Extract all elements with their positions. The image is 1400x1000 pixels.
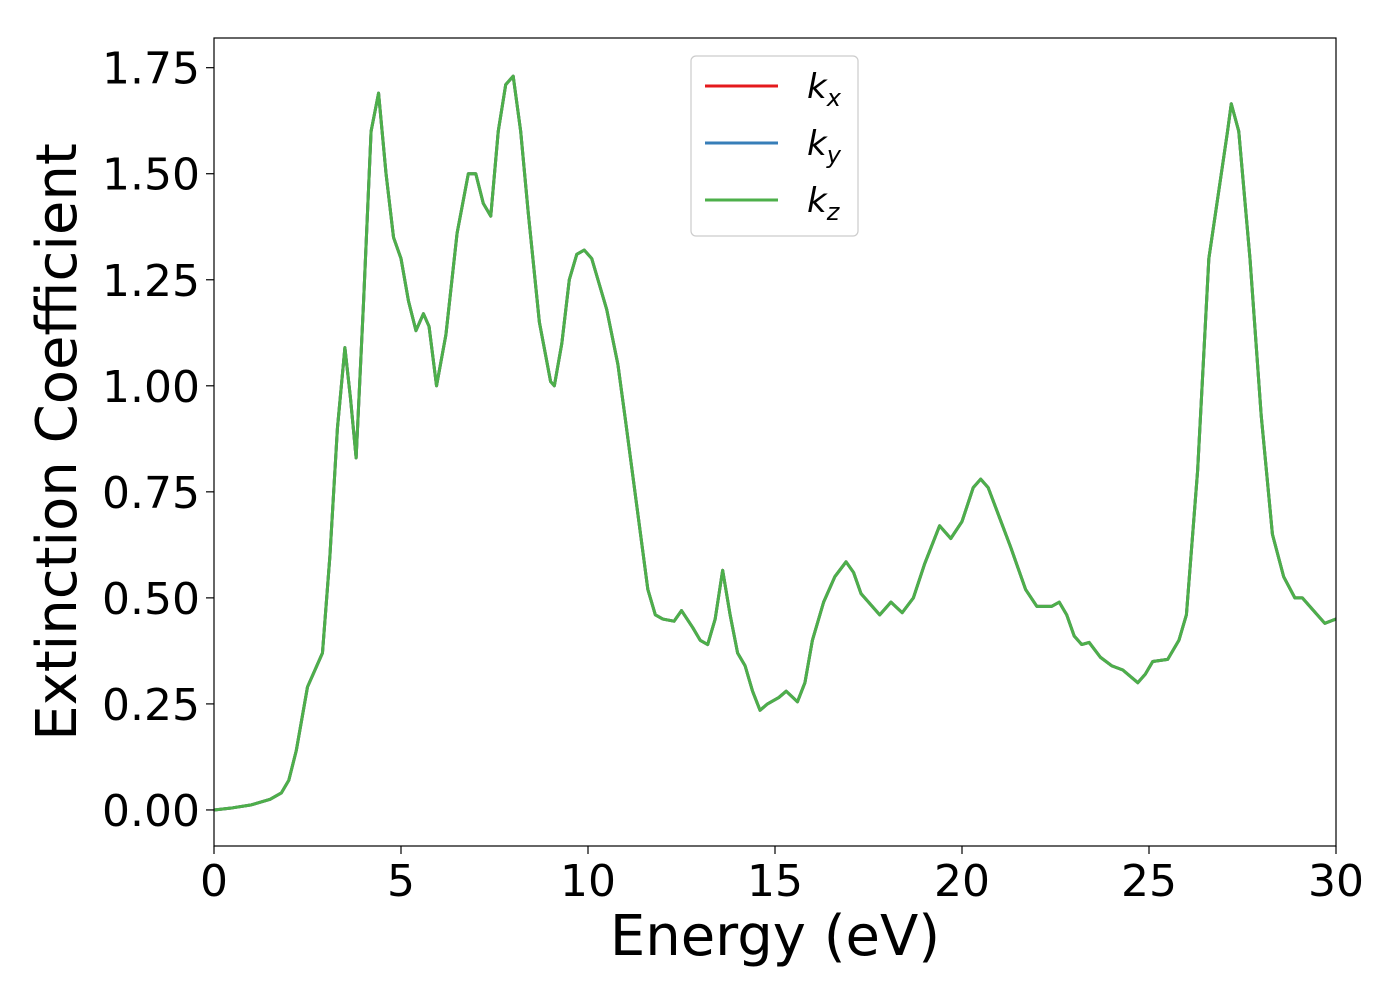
legend-label-ky: ky xyxy=(807,124,842,169)
legend-label-kz: kz xyxy=(807,181,841,226)
x-tick-label: 30 xyxy=(1308,856,1364,907)
y-axis: 0.00 0.25 0.50 0.75 1.00 1.25 1.50 1.75 xyxy=(102,44,214,837)
x-tick-label: 5 xyxy=(387,856,415,907)
x-tick-label: 20 xyxy=(934,856,990,907)
x-tick-label: 15 xyxy=(747,856,803,907)
y-tick-label: 0.00 xyxy=(102,786,200,837)
y-tick-label: 0.50 xyxy=(102,574,200,625)
x-tick-label: 0 xyxy=(200,856,228,907)
y-tick-label: 1.00 xyxy=(102,362,200,413)
x-axis-title: Energy (eV) xyxy=(610,904,940,969)
legend: kx ky kz xyxy=(690,55,859,237)
y-tick-label: 0.75 xyxy=(102,468,200,519)
legend-frame xyxy=(690,55,859,237)
y-axis-title: Extinction Coefficient xyxy=(25,143,90,741)
x-tick-label: 25 xyxy=(1121,856,1177,907)
series-layer xyxy=(214,74,1336,812)
y-tick-label: 0.25 xyxy=(102,680,200,731)
legend-label-kx: kx xyxy=(807,67,842,112)
y-tick-label: 1.25 xyxy=(102,256,200,307)
x-axis: 0 5 10 15 20 25 30 xyxy=(200,846,1364,907)
x-tick-label: 10 xyxy=(560,856,616,907)
y-tick-label: 1.75 xyxy=(102,44,200,95)
series-line-kz xyxy=(214,74,1336,812)
y-tick-label: 1.50 xyxy=(102,150,200,201)
